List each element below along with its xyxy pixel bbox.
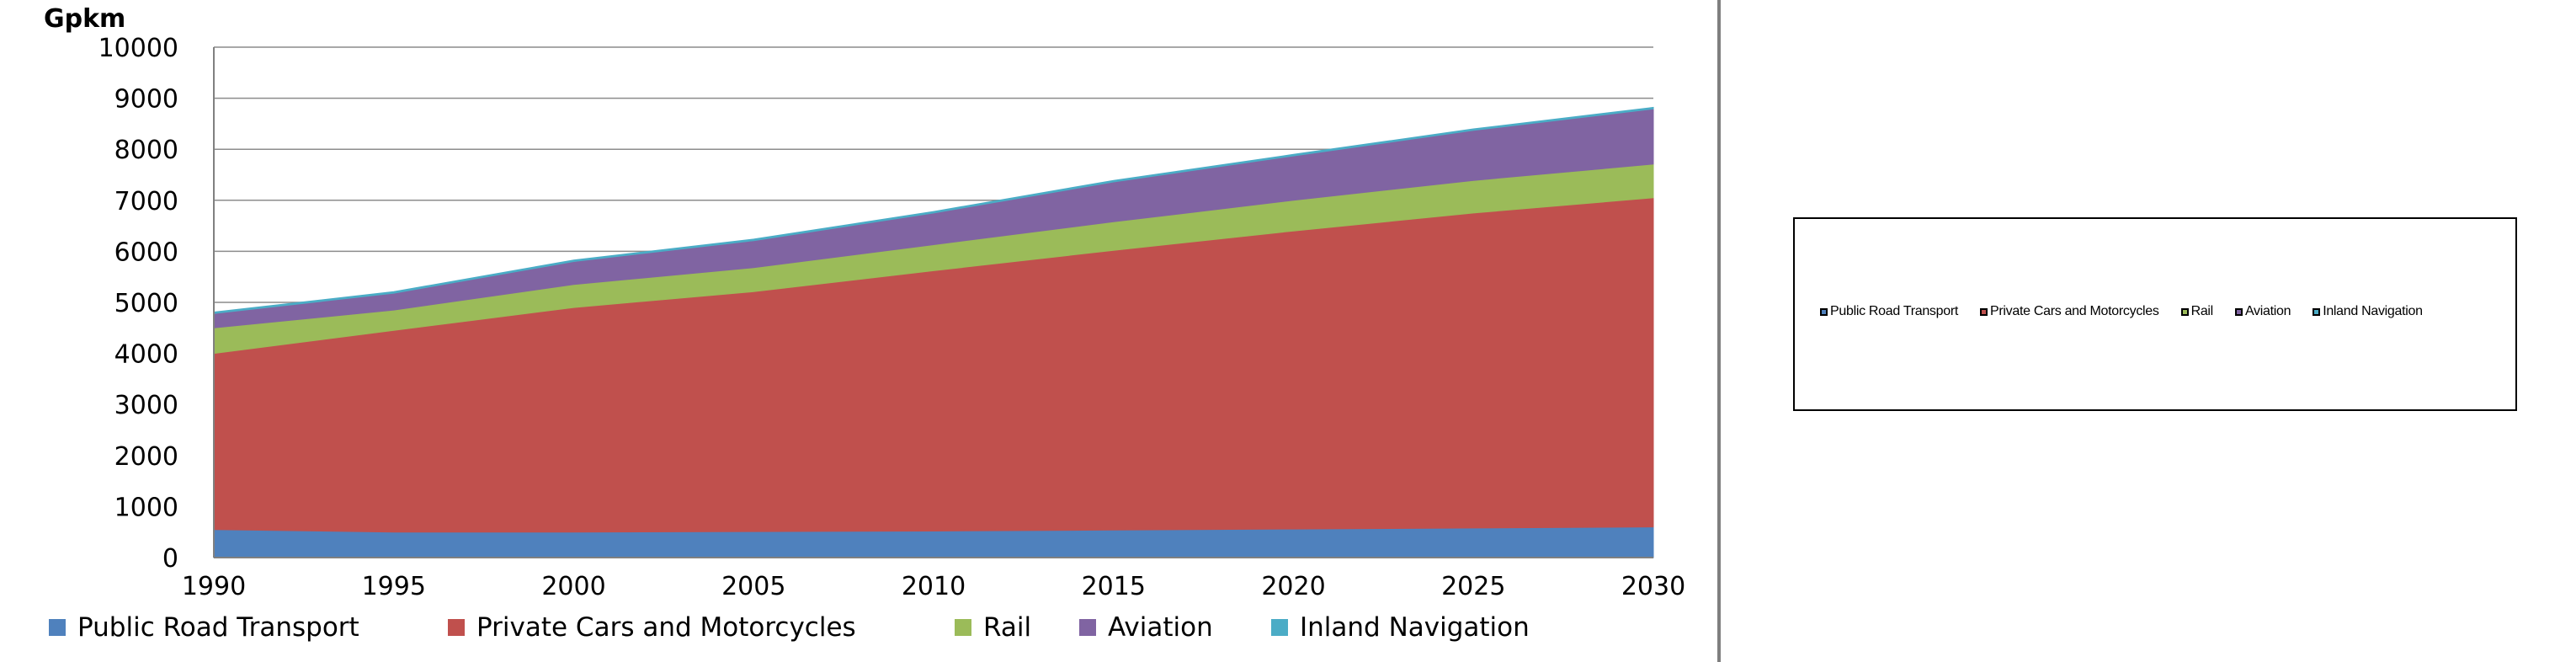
legend-item: Public Road Transport: [49, 612, 359, 643]
y-tick-label: 7000: [114, 187, 178, 216]
axes: [213, 47, 1653, 558]
x-tick-label: 2030: [1621, 572, 1685, 601]
secondary-legend-box: Public Road Transport Private Cars and Mo…: [1793, 217, 2517, 411]
secondary-legend-swatch: [1820, 307, 1828, 316]
y-tick-label: 2000: [114, 442, 178, 472]
y-tick-labels: 0 1000 2000 3000 4000 5000 6000 7000 8000 9000 100…: [98, 34, 178, 574]
x-tick-label: 2020: [1261, 572, 1325, 601]
x-tick-label: 2025: [1441, 572, 1505, 601]
y-tick-label: 10000: [98, 34, 178, 63]
secondary-legend-item: Inland Navigation: [2313, 304, 2423, 319]
x-tick-label: 2000: [541, 572, 605, 601]
legend-label: Aviation: [1108, 612, 1213, 643]
y-tick-label: 9000: [114, 85, 178, 115]
y-tick-label: 4000: [114, 340, 178, 370]
y-tick-label: 0: [162, 544, 178, 574]
legend-item: Rail: [955, 612, 1031, 643]
secondary-legend-swatch: [2180, 307, 2189, 316]
area-chart: 0 1000 2000 3000 4000 5000 6000 7000 8000 9000 100…: [44, 4, 1685, 643]
y-tick-label: 3000: [114, 391, 178, 420]
legend-item: Private Cars and Motorcycles: [448, 612, 856, 643]
x-tick-labels: 1990 1995 2000 2005 2010 2015 2020 2025 2030: [182, 572, 1685, 601]
stacked-areas: [213, 106, 1654, 558]
secondary-legend-label: Rail: [2190, 304, 2214, 318]
legend-item: Inland Navigation: [1271, 612, 1530, 643]
y-axis-title: Gpkm: [44, 4, 125, 34]
legend-swatch: [448, 619, 465, 636]
secondary-legend-row: Public Road Transport Private Cars and Mo…: [1820, 304, 2445, 319]
x-tick-label: 1990: [182, 572, 246, 601]
legend-item: Aviation: [1079, 612, 1213, 643]
legend-swatch: [1271, 619, 1288, 636]
secondary-legend-item: Private Cars and Motorcycles: [1980, 304, 2159, 319]
secondary-legend-item: Rail: [2180, 304, 2214, 319]
legend: Public Road Transport Private Cars and Mo…: [49, 612, 1530, 643]
legend-label: Public Road Transport: [77, 612, 359, 643]
secondary-legend-swatch: [1980, 307, 1988, 316]
secondary-legend-label: Public Road Transport: [1830, 304, 1959, 318]
y-tick-label: 5000: [114, 289, 178, 318]
secondary-legend-swatch: [2234, 307, 2243, 316]
secondary-legend-item: Public Road Transport: [1820, 304, 1958, 319]
area-inland-navigation: [213, 106, 1654, 314]
legend-label: Private Cars and Motorcycles: [476, 612, 856, 643]
legend-swatch: [49, 619, 66, 636]
legend-label: Rail: [983, 612, 1031, 643]
secondary-legend-label: Inland Navigation: [2323, 304, 2423, 318]
secondary-legend-label: Aviation: [2244, 304, 2291, 318]
y-tick-label: 6000: [114, 238, 178, 267]
secondary-legend-swatch: [2313, 307, 2321, 316]
legend-label: Inland Navigation: [1300, 612, 1530, 643]
legend-swatch: [1079, 619, 1096, 636]
x-tick-label: 1995: [362, 572, 426, 601]
y-tick-label: 8000: [114, 136, 178, 165]
x-tick-label: 2005: [721, 572, 785, 601]
secondary-legend-label: Private Cars and Motorcycles: [1990, 304, 2159, 318]
y-tick-label: 1000: [114, 493, 178, 522]
panel-divider: [1717, 0, 1721, 662]
x-tick-label: 2010: [902, 572, 966, 601]
secondary-legend-item: Aviation: [2234, 304, 2291, 319]
x-tick-label: 2015: [1082, 572, 1146, 601]
legend-swatch: [955, 619, 971, 636]
